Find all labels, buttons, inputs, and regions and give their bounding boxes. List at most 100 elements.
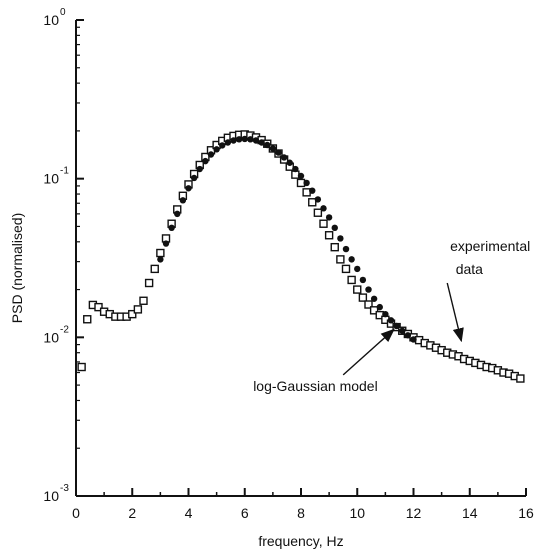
model-point: [168, 224, 175, 232]
data-point: [313, 208, 323, 217]
data-point: [77, 362, 86, 372]
data-point: [347, 275, 356, 285]
model-point: [202, 157, 209, 165]
annotation-label: data: [456, 261, 483, 277]
x-tick-label: 0: [72, 505, 80, 521]
model-point: [410, 336, 417, 343]
x-tick-label: 6: [241, 505, 249, 521]
data-point: [516, 374, 525, 383]
data-point: [150, 264, 159, 274]
x-tick-label: 14: [462, 505, 478, 521]
model-point: [264, 141, 271, 149]
model-point: [370, 295, 378, 302]
model-point: [224, 139, 232, 146]
model-point: [382, 310, 389, 318]
data-point: [308, 198, 317, 207]
model-point: [365, 286, 372, 293]
model-point: [185, 185, 192, 192]
model-point: [179, 197, 187, 204]
y-tick-label: 10: [43, 488, 59, 504]
model-point: [387, 317, 395, 324]
y-tick-exponent: -3: [60, 483, 69, 494]
data-point: [353, 285, 362, 294]
x-tick-label: 10: [349, 505, 365, 521]
model-point: [207, 151, 215, 158]
y-axis-label: PSD (normalised): [9, 213, 25, 323]
x-axis-label: frequency, Hz: [258, 533, 343, 549]
model-point: [376, 303, 383, 311]
model-point: [157, 256, 164, 263]
model-point: [258, 139, 265, 146]
model-point: [162, 240, 170, 247]
data-point: [144, 278, 154, 288]
model-point: [275, 149, 282, 156]
model-point: [303, 179, 310, 187]
model-point: [309, 187, 316, 194]
y-tick-label: 10: [43, 12, 59, 28]
model-point: [292, 165, 299, 173]
data-point: [302, 188, 311, 197]
model-point: [269, 145, 277, 152]
x-tick-label: 12: [406, 505, 422, 521]
annotations: experimental data log-Gaussian model: [253, 238, 530, 394]
y-tick-exponent: -2: [60, 324, 69, 335]
model-point: [404, 332, 412, 339]
model-point: [190, 174, 198, 182]
model-point: [297, 172, 305, 180]
model-point: [331, 224, 338, 232]
model-point: [280, 154, 288, 161]
model-point: [337, 235, 344, 242]
model-point: [174, 210, 181, 218]
data-point: [94, 302, 103, 312]
annotation-arrow: [446, 282, 464, 343]
model-point: [314, 196, 322, 203]
data-point: [330, 242, 339, 252]
data-point: [139, 296, 148, 305]
data-series: [77, 130, 525, 383]
model-point: [348, 256, 355, 263]
y-tick-exponent: -1: [60, 166, 69, 177]
data-point: [324, 231, 334, 240]
model-point: [325, 214, 333, 221]
series-experimental-data: [77, 130, 525, 383]
data-point: [364, 300, 373, 309]
annotation-label: log-Gaussian model: [253, 378, 378, 394]
y-tick-label: 10: [43, 329, 59, 345]
model-point: [286, 159, 293, 166]
model-point: [213, 146, 220, 153]
model-point: [359, 276, 367, 284]
model-point: [320, 205, 327, 212]
y-tick-exponent: 0: [60, 7, 66, 18]
model-point: [399, 327, 406, 334]
model-point: [252, 137, 260, 144]
model-point: [235, 136, 243, 143]
data-point: [336, 255, 345, 264]
x-tick-label: 2: [128, 505, 136, 521]
data-point: [156, 248, 165, 258]
data-point: [133, 305, 143, 314]
model-point: [354, 265, 361, 273]
model-point: [247, 136, 254, 143]
model-point: [219, 142, 226, 149]
model-point: [342, 245, 350, 253]
data-point: [319, 219, 328, 228]
model-point: [230, 137, 237, 144]
data-point: [341, 264, 351, 274]
data-point: [358, 293, 368, 302]
annotation-arrow: [342, 328, 395, 376]
x-tick-label: 16: [518, 505, 534, 521]
series-log-gaussian-model: [157, 135, 417, 343]
model-point: [241, 135, 248, 143]
data-point: [128, 309, 137, 319]
data-point: [83, 315, 92, 324]
axes: [75, 19, 527, 497]
data-point: [369, 306, 379, 315]
annotation-label: experimental: [450, 238, 530, 254]
model-point: [393, 322, 400, 330]
y-tick-label: 10: [43, 171, 59, 187]
x-tick-label: 8: [297, 505, 305, 521]
x-tick-label: 4: [185, 505, 193, 521]
model-point: [196, 165, 203, 173]
